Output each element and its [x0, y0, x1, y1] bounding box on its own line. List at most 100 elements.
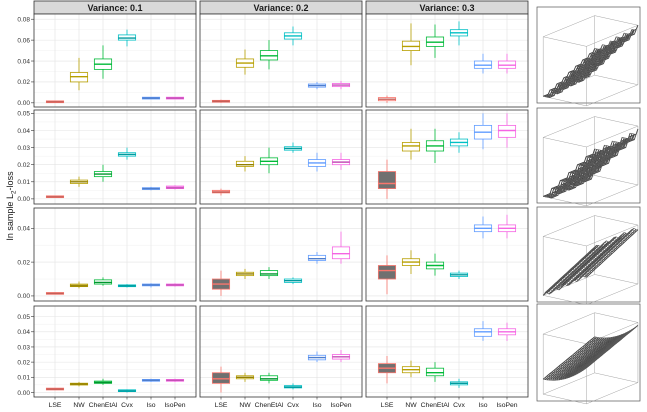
y-tick-label: 0.01: [17, 375, 30, 382]
surface-thumbnails: [536, 6, 641, 405]
x-tick-label: NW: [73, 402, 85, 409]
surface-mesh-line: [565, 349, 609, 363]
x-tick-label: Iso: [146, 402, 155, 409]
cube-edge: [543, 393, 587, 405]
box-chenetal: [425, 24, 445, 58]
box-chenetal: [93, 164, 113, 182]
box-lse: [45, 195, 65, 199]
surface-mesh-line: [594, 325, 639, 339]
surface-mesh-line: [560, 353, 604, 367]
box-body: [235, 160, 255, 167]
box-body: [401, 142, 421, 152]
box-isopen: [497, 214, 517, 239]
surface-mesh-line: [591, 328, 635, 341]
box-isopen: [165, 378, 185, 382]
panel-background: [200, 14, 362, 107]
y-tick-label: 0.08: [17, 17, 30, 24]
box-body: [425, 367, 445, 377]
box-nw: [401, 250, 421, 274]
box-lse: [377, 255, 397, 295]
box-nw: [235, 372, 255, 382]
surface-thumbnail: [536, 303, 641, 405]
cube-edge: [594, 312, 638, 323]
surface-mesh-line: [563, 350, 608, 364]
box-nw: [69, 281, 89, 289]
box-cvx: [449, 21, 469, 46]
y-axis: 0.00 0.01 0.02 0.03 0.04 0.05: [17, 111, 34, 203]
y-axis: 0.00 0.02 0.04 0.06 0.08: [17, 17, 34, 107]
facet-panel: [199, 109, 363, 205]
box-body: [259, 375, 279, 381]
box-isopen: [165, 283, 185, 287]
surface-mesh-line: [549, 173, 594, 196]
cube-edge: [594, 175, 638, 186]
facet-panel: [365, 13, 529, 108]
surface-mesh-line: [594, 128, 639, 152]
cube-edge: [543, 372, 595, 395]
x-tick-label: Iso: [478, 402, 487, 409]
y-tick-label: 0.04: [17, 329, 30, 336]
cube-edge: [543, 116, 595, 138]
y-tick-label: 0.02: [17, 162, 30, 169]
box-cvx: [283, 142, 303, 153]
y-tick-label: 0.02: [17, 259, 30, 266]
box-body: [259, 270, 279, 277]
box-isopen: [331, 80, 351, 90]
y-tick-label: 0.00: [17, 390, 30, 397]
x-tick-label: ChenEtAl: [89, 402, 118, 409]
panel-background: [34, 306, 196, 397]
x-tick-label: ChenEtAl: [255, 402, 284, 409]
cube-edge: [543, 295, 587, 306]
thumbnail-frame: [536, 6, 641, 104]
surface-thumbnail: [536, 107, 641, 207]
box-chenetal: [259, 372, 279, 384]
box-body: [211, 372, 231, 384]
facet-panel: [33, 13, 197, 108]
y-axis: 0.00 0.01 0.02 0.03 0.04 0.05: [17, 314, 34, 397]
facet-panel: [199, 207, 363, 302]
y-tick-label: 0.04: [17, 128, 30, 135]
x-tick-label: Cvx: [121, 402, 133, 409]
cube-edge: [543, 333, 587, 344]
panel-border: [33, 305, 197, 398]
y-tick-label: 0.00: [17, 293, 30, 300]
panel-background: [34, 14, 196, 107]
facet-strip: Variance: 0.1: [33, 0, 197, 15]
box-chenetal: [93, 277, 113, 286]
panel-border: [199, 305, 363, 398]
cube-edge: [586, 283, 639, 306]
facet-panel: LSE NW ChenEtAl Cvx Iso IsoPen: [33, 305, 197, 409]
surface-mesh-line: [548, 363, 592, 377]
box-iso: [141, 96, 161, 100]
facet-strip-label: Variance: 0.3: [419, 3, 474, 13]
facet-strip-label: Variance: 0.1: [87, 3, 142, 13]
box-iso: [473, 321, 493, 341]
box-lse: [45, 292, 65, 295]
surface-mesh-line: [568, 346, 613, 360]
panel-background: [366, 208, 528, 301]
cube-edge: [594, 15, 638, 26]
box-isopen: [165, 96, 185, 100]
box-cvx: [117, 147, 137, 160]
cube-edge: [594, 274, 638, 285]
facet-panel: [33, 109, 197, 205]
box-lse: [211, 99, 231, 103]
box-iso: [141, 283, 161, 288]
panel-border: [33, 207, 197, 302]
cube-edge: [594, 372, 638, 383]
panel-border: [365, 13, 529, 108]
box-isopen: [497, 113, 517, 148]
surface-mesh-line: [584, 141, 628, 165]
box-iso: [307, 351, 327, 363]
box-iso: [307, 251, 327, 264]
box-chenetal: [425, 253, 445, 276]
surface-mesh-line: [594, 25, 639, 51]
panel-background: [34, 208, 196, 301]
y-tick-label: 0.00: [17, 196, 30, 203]
y-axis-title: In sample L2-loss: [5, 171, 18, 241]
y-axis-title-subscript: 2: [11, 190, 18, 194]
surface-mesh-line: [577, 339, 621, 353]
surface-mesh-line: [572, 343, 616, 357]
facet-strip: Variance: 0.3: [365, 0, 529, 15]
